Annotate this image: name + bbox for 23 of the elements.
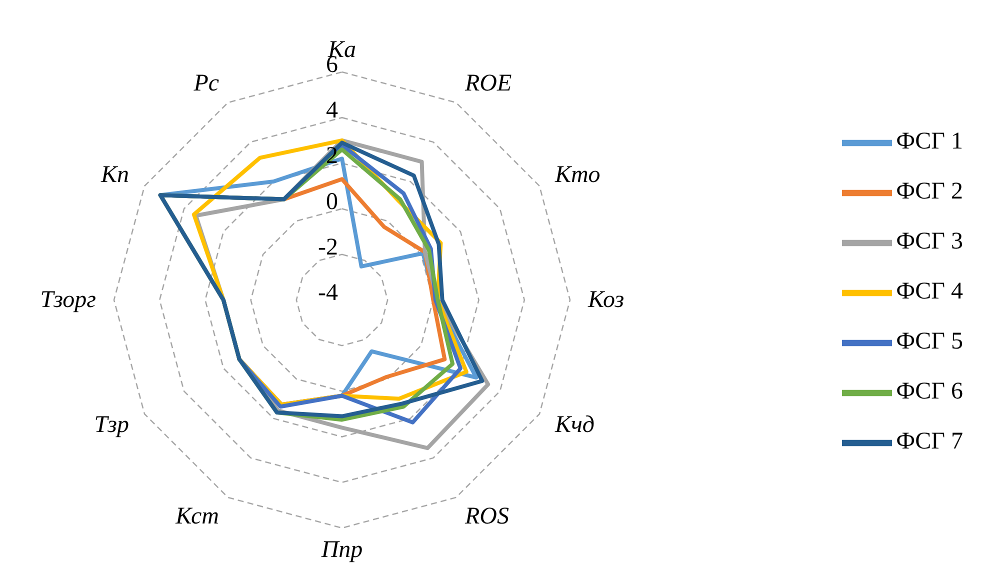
spoke-label: Рс	[192, 70, 220, 96]
y-tick-label: 2	[326, 143, 338, 170]
y-tick-label: -2	[318, 234, 338, 260]
spoke-label: ROE	[464, 70, 512, 96]
spoke-label: Коз	[587, 287, 624, 313]
y-tick-label: 0	[326, 188, 338, 215]
legend-label: ФСГ 1	[896, 128, 963, 155]
y-tick-label: -4	[318, 280, 338, 306]
spoke-label: Тзр	[94, 412, 129, 438]
spoke-label: Тзорг	[40, 287, 96, 313]
y-tick-label: 4	[326, 98, 338, 124]
spoke-label: Кто	[554, 162, 600, 188]
spoke-label: Кчд	[554, 412, 595, 438]
legend-label: ФСГ 6	[896, 378, 963, 405]
spoke-label: ROS	[464, 504, 509, 530]
legend-label: ФСГ 4	[896, 278, 963, 305]
spoke-label: Кп	[100, 162, 129, 188]
legend-label: ФСГ 7	[896, 428, 963, 455]
spoke-label: Кст	[174, 504, 219, 530]
legend-label: ФСГ 5	[896, 328, 963, 355]
spoke-label: Ппр	[320, 537, 363, 563]
legend-label: ФСГ 2	[896, 178, 963, 205]
legend-label: ФСГ 3	[896, 228, 963, 255]
